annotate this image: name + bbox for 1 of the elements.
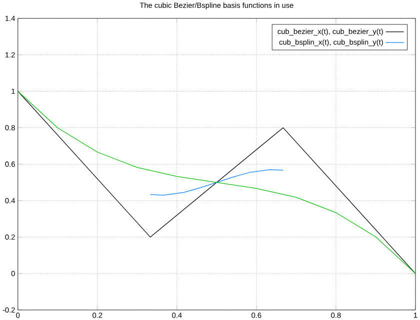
- line-series: [150, 169, 284, 196]
